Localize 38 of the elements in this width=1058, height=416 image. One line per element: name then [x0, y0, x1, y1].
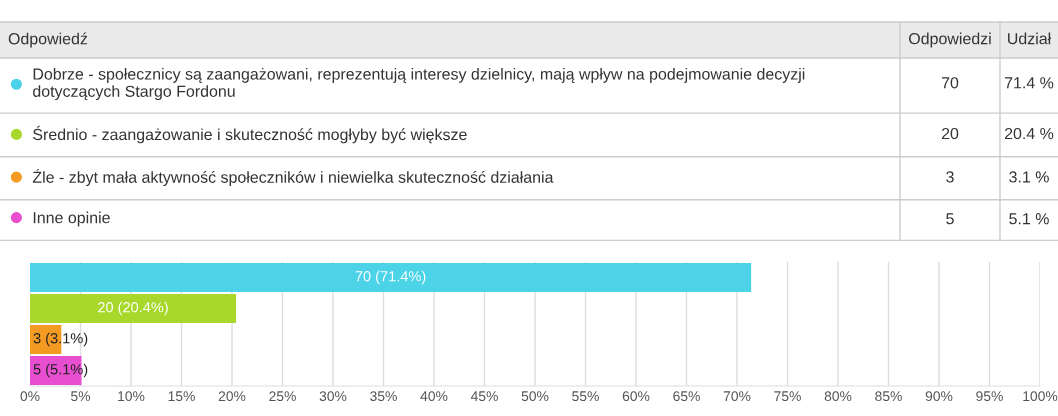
x-tick-label: 10%	[118, 391, 145, 402]
text: Udział	[1008, 32, 1052, 45]
text: 71.4 %	[1004, 77, 1054, 89]
text: 5	[946, 213, 954, 225]
x-tick-label: 30%	[319, 391, 347, 402]
x-tick-label: 0%	[20, 391, 40, 402]
x-tick-label: 85%	[875, 391, 902, 402]
text: 3	[946, 171, 954, 183]
text: 5.1 %	[1009, 213, 1049, 225]
legend-label: Inne opinie	[33, 211, 110, 227]
legend-label: Średnio - zaangażowanie i skuteczność mogłyby być większe	[33, 125, 467, 144]
legend-label: Dobrze - społecznicy są zaangażowani, reprezentują interesy dzielnicy, mają wpływ na podejmowanie decyzji dotyczących Stargo Fordonu	[33, 68, 805, 101]
x-tick-label: 45%	[470, 391, 498, 402]
text: Odpowiedź	[8, 32, 88, 48]
data-label: 20 (20.4%)	[98, 301, 168, 316]
text: 20	[941, 127, 959, 140]
text: Odpowiedzi	[909, 32, 991, 48]
x-tick-label: 35%	[370, 391, 397, 402]
x-tick-label: 55%	[572, 391, 599, 402]
x-tick-label: 15%	[168, 391, 195, 402]
x-tick-label: 80%	[824, 391, 852, 402]
x-tick-label: 70%	[723, 391, 751, 402]
text: 20.4 %	[1004, 127, 1054, 140]
x-tick-label: 90%	[925, 391, 953, 402]
x-tick-label: 65%	[673, 391, 700, 402]
x-tick-label: 5%	[71, 391, 91, 402]
x-tick-label: 40%	[420, 391, 448, 402]
text: 70	[941, 77, 959, 89]
data-label: 70 (71.4%)	[355, 270, 426, 285]
x-tick-label: 25%	[269, 391, 296, 402]
x-tick-label: 60%	[622, 391, 650, 402]
x-tick-label: 95%	[976, 391, 1003, 402]
x-tick-label: 50%	[521, 391, 549, 402]
x-tick-label: 20%	[218, 391, 246, 402]
text: 3.1 %	[1009, 171, 1049, 183]
legend-label: Źle - zbyt mała aktywność społeczników i niewielka skuteczność działania	[32, 168, 554, 187]
x-tick-label: 100%	[1023, 391, 1058, 402]
x-tick-label: 75%	[774, 391, 801, 402]
